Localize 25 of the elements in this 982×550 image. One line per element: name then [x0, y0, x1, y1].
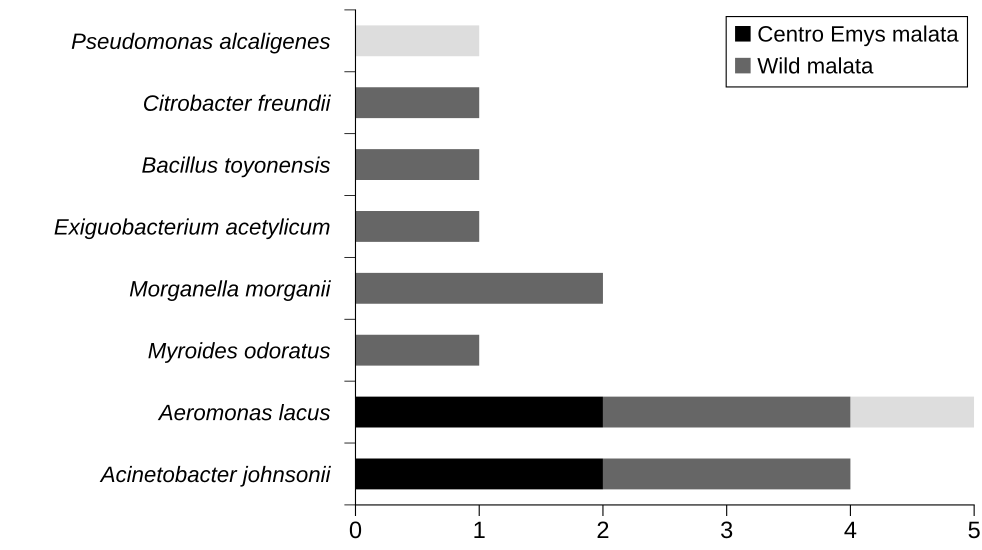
y-tick-label: Pseudomonas alcaligenes [72, 32, 330, 54]
bar [355, 334, 480, 366]
x-tick-label: 5 [968, 522, 980, 538]
legend-label: Wild malata [757, 57, 874, 74]
y-tick-label: Acinetobacter johnsonii [100, 466, 331, 487]
x-tick-label: 1 [474, 522, 485, 538]
bar [602, 458, 850, 490]
bar [355, 87, 480, 118]
bar [355, 272, 603, 304]
y-tick-label: Morganella morganii [130, 280, 331, 301]
bar [355, 210, 480, 242]
bar [602, 396, 850, 428]
y-tick-label: Myroides odoratus [148, 342, 330, 363]
x-tick-label: 2 [598, 521, 608, 538]
y-tick-label: Citrobacter freundii [144, 94, 331, 111]
x-tick-label: 3 [721, 521, 732, 538]
bar [850, 396, 974, 428]
legend-label: Centro Emys malata [758, 25, 959, 46]
bar [355, 25, 480, 56]
x-tick-label: 4 [844, 522, 856, 538]
x-tick-label: 0 [350, 521, 362, 538]
y-tick-label: Exiguobacterium acetylicum [54, 218, 330, 240]
y-tick-label: Bacillus toyonensis [142, 156, 330, 178]
y-tick-label: Aeromonas lacus [158, 404, 330, 420]
bar [355, 149, 480, 180]
